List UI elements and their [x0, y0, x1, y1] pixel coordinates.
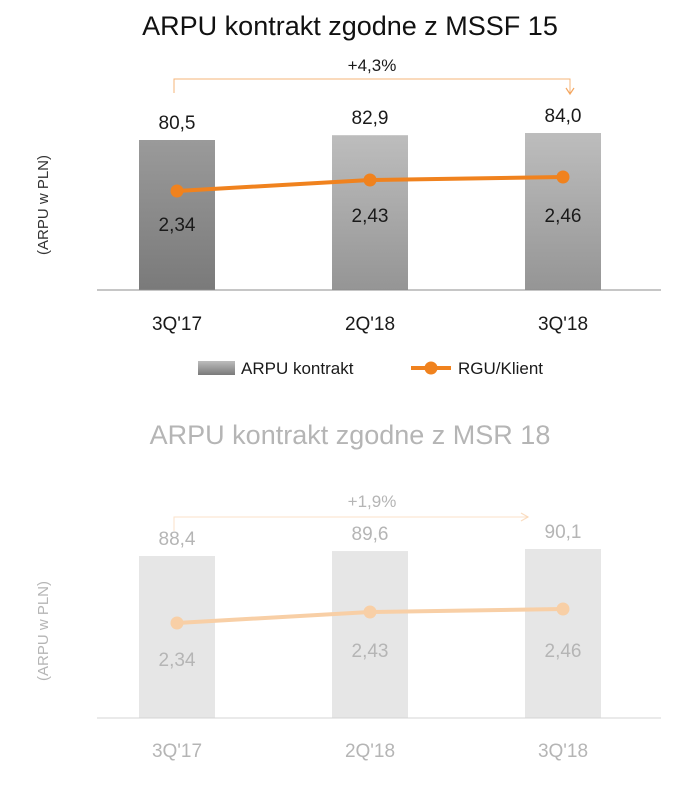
growth-arrow-line	[173, 516, 528, 531]
chart-title: ARPU kontrakt zgodne z MSR 18	[150, 420, 551, 450]
rgu-point-2	[363, 605, 377, 619]
rgu-value-label: 2,43	[352, 206, 389, 227]
bar-arpu-3	[525, 549, 601, 718]
y-axis-label: (ARPU w PLN)	[35, 155, 52, 255]
bar-value-label: 82,9	[352, 108, 389, 129]
growth-arrow-head	[520, 512, 530, 522]
x-tick-label: 3Q'17	[152, 741, 202, 762]
growth-arrow-line	[173, 78, 571, 93]
rgu-point-1	[170, 184, 184, 198]
legend-label: RGU/Klient	[458, 359, 543, 378]
legend-swatch-marker	[424, 361, 438, 375]
chart-2: ARPU kontrakt zgodne z MSR 18 (ARPU w PLN…	[35, 420, 661, 762]
rgu-value-label: 2,43	[352, 641, 389, 662]
chart-1: ARPU kontrakt zgodne z MSSF 15 (ARPU w PL…	[35, 11, 661, 378]
rgu-point-3	[556, 602, 570, 616]
rgu-value-label: 2,34	[159, 650, 196, 671]
bar-value-label: 80,5	[159, 113, 196, 134]
bar-arpu-1	[139, 556, 215, 718]
x-tick-label: 3Q'18	[538, 741, 588, 762]
rgu-point-3	[556, 170, 570, 184]
bar-arpu-3	[525, 133, 601, 290]
rgu-value-label: 2,34	[159, 215, 196, 236]
x-tick-label: 3Q'17	[152, 314, 202, 335]
rgu-point-1	[170, 616, 184, 630]
rgu-value-label: 2,46	[545, 206, 582, 227]
x-tick-label: 2Q'18	[345, 314, 395, 335]
bar-value-label: 89,6	[352, 524, 389, 545]
bar-value-label: 84,0	[545, 106, 582, 127]
bar-value-label: 90,1	[545, 522, 582, 543]
growth-annotation: +1,9%	[348, 492, 397, 511]
x-tick-label: 2Q'18	[345, 741, 395, 762]
bar-arpu-1	[139, 140, 215, 290]
chart-title: ARPU kontrakt zgodne z MSSF 15	[142, 11, 558, 41]
chart-legend: ARPU kontrakt RGU/Klient	[198, 359, 543, 378]
bar-arpu-2	[332, 551, 408, 718]
y-axis-label: (ARPU w PLN)	[35, 581, 52, 681]
growth-annotation: +4,3%	[348, 56, 397, 75]
growth-arrow-head	[565, 87, 575, 96]
bar-arpu-2	[332, 135, 408, 290]
x-tick-label: 3Q'18	[538, 314, 588, 335]
rgu-value-label: 2,46	[545, 641, 582, 662]
legend-swatch-bar	[198, 361, 235, 375]
rgu-point-2	[363, 173, 377, 187]
bar-value-label: 88,4	[159, 529, 196, 550]
legend-label: ARPU kontrakt	[241, 359, 354, 378]
